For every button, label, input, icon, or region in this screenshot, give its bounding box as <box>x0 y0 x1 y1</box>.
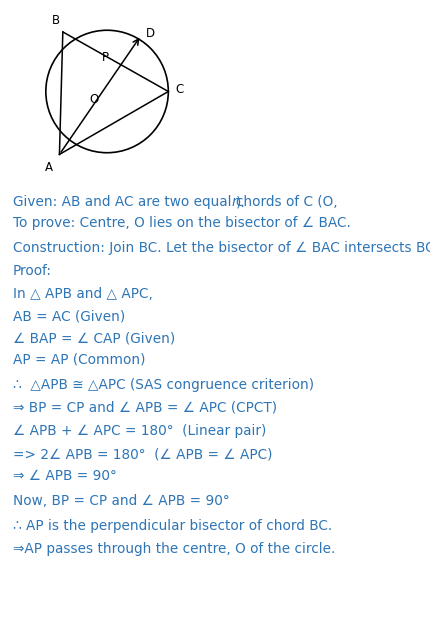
Text: D: D <box>146 27 155 40</box>
Text: ∴  △APB ≅ △APC (SAS congruence criterion): ∴ △APB ≅ △APC (SAS congruence criterion) <box>13 377 313 392</box>
Text: ).: ). <box>236 195 246 209</box>
Text: => 2∠ APB = 180°  (∠ APB = ∠ APC): => 2∠ APB = 180° (∠ APB = ∠ APC) <box>13 447 272 462</box>
Text: In △ APB and △ APC,: In △ APB and △ APC, <box>13 288 153 301</box>
Text: Now, BP = CP and ∠ APB = 90°: Now, BP = CP and ∠ APB = 90° <box>13 494 229 508</box>
Text: B: B <box>52 14 60 27</box>
Text: Given: AB and AC are two equal chords of C (O,: Given: AB and AC are two equal chords of… <box>13 195 341 209</box>
Text: AB = AC (Given): AB = AC (Given) <box>13 309 125 323</box>
Text: ∴ AP is the perpendicular bisector of chord BC.: ∴ AP is the perpendicular bisector of ch… <box>13 519 332 533</box>
Text: ∠ APB + ∠ APC = 180°  (Linear pair): ∠ APB + ∠ APC = 180° (Linear pair) <box>13 424 266 438</box>
Text: A: A <box>45 161 53 174</box>
Text: O: O <box>89 93 98 106</box>
Text: ⇒ ∠ APB = 90°: ⇒ ∠ APB = 90° <box>13 469 117 483</box>
Text: ⇒ BP = CP and ∠ APB = ∠ APC (CPCT): ⇒ BP = CP and ∠ APB = ∠ APC (CPCT) <box>13 401 276 415</box>
Text: r: r <box>231 195 237 209</box>
Text: To prove: Centre, O lies on the bisector of ∠ BAC.: To prove: Centre, O lies on the bisector… <box>13 216 350 230</box>
Text: Proof:: Proof: <box>13 264 52 278</box>
Text: ⇒AP passes through the centre, O of the circle.: ⇒AP passes through the centre, O of the … <box>13 542 335 556</box>
Text: C: C <box>175 83 183 96</box>
Text: ∠ BAP = ∠ CAP (Given): ∠ BAP = ∠ CAP (Given) <box>13 331 175 345</box>
Text: P: P <box>101 51 108 64</box>
Text: AP = AP (Common): AP = AP (Common) <box>13 353 145 367</box>
Text: Construction: Join BC. Let the bisector of ∠ BAC intersects BC in P.: Construction: Join BC. Let the bisector … <box>13 241 430 255</box>
